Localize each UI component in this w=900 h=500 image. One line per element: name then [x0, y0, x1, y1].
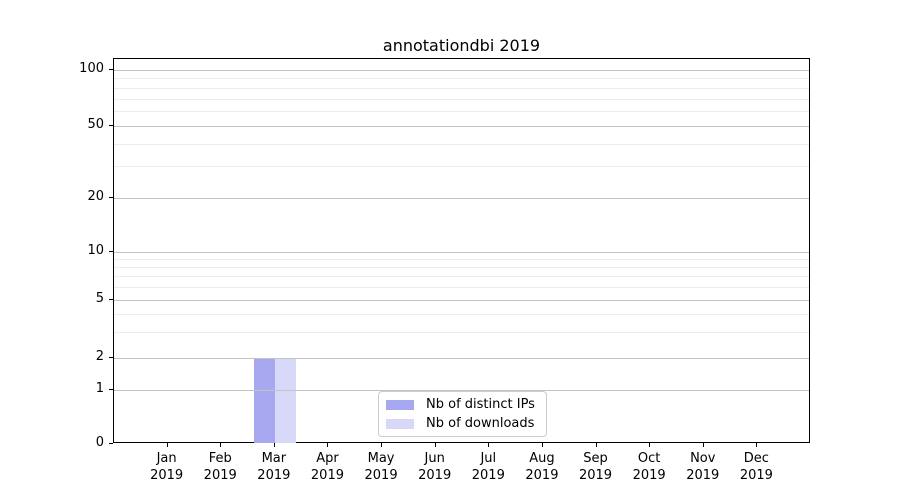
minor-gridline-40 — [114, 143, 809, 145]
plot-area — [113, 58, 810, 443]
x-tick-nov — [702, 443, 704, 447]
minor-gridline-3 — [114, 332, 809, 334]
minor-gridline-30 — [114, 166, 809, 168]
y-tick-label-2: 2 — [95, 349, 104, 364]
y-tick-label-10: 10 — [87, 242, 104, 258]
minor-gridline-4 — [114, 314, 809, 316]
x-tick-feb — [220, 443, 222, 447]
x-tick-label-oct: Oct 2019 — [632, 451, 666, 483]
y-tick-50 — [109, 125, 113, 126]
minor-gridline-8 — [114, 267, 809, 269]
x-tick-apr — [327, 443, 329, 447]
x-tick-jan — [166, 443, 168, 447]
minor-gridline-90 — [114, 78, 809, 80]
x-tick-oct — [649, 443, 651, 447]
x-tick-label-nov: Nov 2019 — [686, 451, 720, 483]
x-tick-label-jan: Jan 2019 — [150, 451, 184, 483]
y-tick-label-20: 20 — [87, 189, 104, 204]
y-tick-label-1: 1 — [95, 381, 104, 396]
chart-title: annotationdbi 2019 — [382, 36, 541, 55]
major-gridline-5 — [114, 300, 809, 301]
major-gridline-100 — [114, 69, 809, 71]
gridlines-layer — [114, 59, 809, 442]
major-gridline-1 — [114, 390, 809, 391]
minor-gridline-9 — [114, 258, 809, 260]
bars-layer — [114, 59, 809, 443]
minor-gridline-70 — [114, 98, 809, 100]
x-tick-aug — [541, 443, 543, 447]
y-tick-20 — [109, 197, 113, 198]
y-tick-5 — [109, 299, 113, 300]
legend: Nb of distinct IPs Nb of downloads — [378, 391, 547, 437]
major-gridline-10 — [114, 251, 809, 253]
x-tick-label-jul: Jul 2019 — [471, 451, 505, 483]
x-tick-label-feb: Feb 2019 — [203, 451, 237, 483]
y-tick-10 — [109, 250, 113, 252]
legend-label-downloads: Nb of downloads — [426, 415, 535, 431]
x-tick-mar — [273, 443, 275, 447]
x-tick-label-mar: Mar 2019 — [257, 451, 291, 483]
y-tick-label-0: 0 — [95, 435, 104, 450]
y-tick-2 — [109, 357, 113, 358]
y-tick-label-5: 5 — [95, 291, 104, 306]
y-tick-100 — [109, 68, 113, 70]
x-tick-jun — [434, 443, 436, 447]
minor-gridline-60 — [114, 111, 809, 113]
y-tick-label-50: 50 — [87, 117, 104, 132]
major-gridline-50 — [114, 126, 809, 127]
y-tick-label-100: 100 — [79, 60, 104, 76]
x-tick-label-aug: Aug 2019 — [525, 451, 559, 483]
legend-row-distinct-ips: Nb of distinct IPs — [386, 396, 546, 412]
y-tick-1 — [109, 389, 113, 390]
x-tick-label-dec: Dec 2019 — [739, 451, 773, 483]
x-tick-label-sep: Sep 2019 — [578, 451, 613, 483]
x-tick-label-apr: Apr 2019 — [310, 451, 344, 483]
x-tick-jul — [488, 443, 490, 447]
x-tick-label-may: May 2019 — [364, 451, 398, 483]
legend-row-downloads: Nb of downloads — [386, 415, 546, 431]
minor-gridline-80 — [114, 87, 809, 89]
x-tick-dec — [756, 443, 758, 447]
bar-mar-distinct-ips — [253, 358, 275, 443]
major-gridline-20 — [114, 198, 809, 199]
x-tick-label-jun: Jun 2019 — [418, 451, 452, 483]
y-tick-0 — [109, 443, 113, 444]
major-gridline-2 — [114, 358, 809, 359]
legend-swatch-distinct-ips-icon — [386, 399, 414, 410]
x-tick-may — [381, 443, 383, 447]
bar-mar-downloads — [274, 358, 296, 443]
x-tick-sep — [595, 443, 597, 447]
legend-swatch-downloads-icon — [386, 418, 414, 429]
minor-gridline-6 — [114, 287, 809, 289]
legend-label-distinct-ips: Nb of distinct IPs — [426, 396, 535, 412]
minor-gridline-7 — [114, 276, 809, 278]
